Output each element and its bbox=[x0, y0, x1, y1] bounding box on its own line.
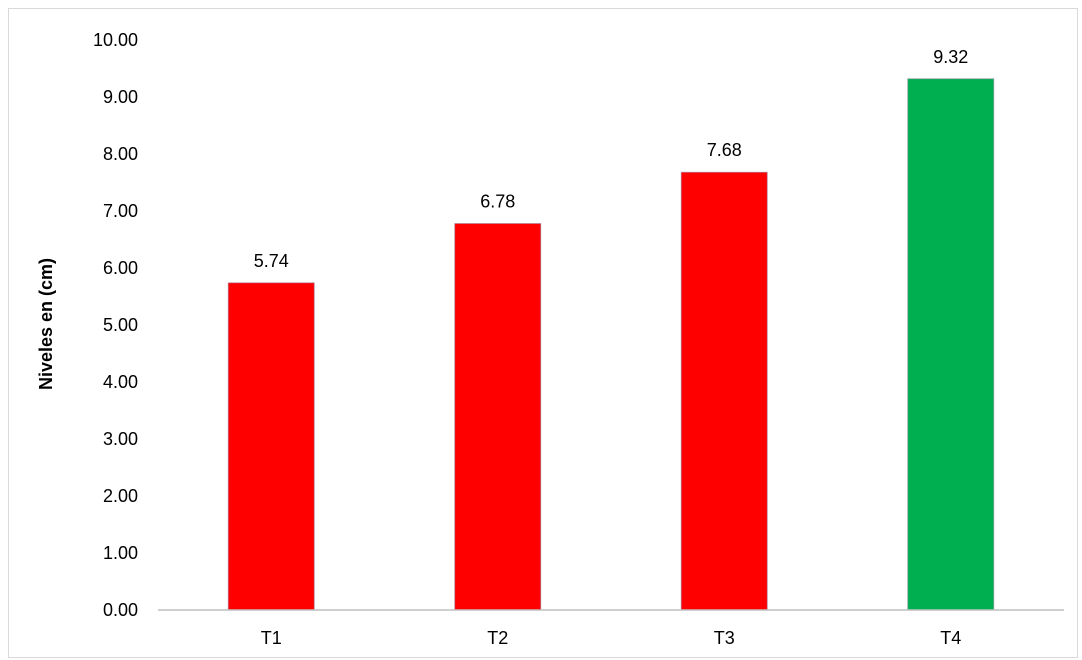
bar-t2 bbox=[454, 223, 542, 611]
y-tick-label: 9.00 bbox=[103, 87, 138, 107]
x-tick-label: T1 bbox=[261, 628, 282, 648]
bars bbox=[227, 78, 995, 611]
y-tick-label: 10.00 bbox=[93, 30, 138, 50]
data-label: 5.74 bbox=[254, 251, 289, 271]
x-tick-label: T3 bbox=[714, 628, 735, 648]
data-label: 9.32 bbox=[933, 47, 968, 67]
x-tick-label: T2 bbox=[487, 628, 508, 648]
y-axis-label: Niveles en (cm) bbox=[36, 258, 56, 390]
bar-t3 bbox=[680, 171, 768, 611]
chart-frame bbox=[8, 8, 1078, 658]
y-tick-label: 7.00 bbox=[103, 201, 138, 221]
bar-t4 bbox=[907, 78, 995, 611]
x-axis-ticks: T1 T2 T3 T4 bbox=[261, 628, 962, 648]
bar-t1 bbox=[227, 282, 315, 611]
y-tick-label: 5.00 bbox=[103, 315, 138, 335]
y-tick-label: 2.00 bbox=[103, 486, 138, 506]
y-axis-ticks: 0.00 1.00 2.00 3.00 4.00 5.00 6.00 7.00 8.00 9.00… bbox=[93, 30, 138, 620]
data-label: 7.68 bbox=[707, 140, 742, 160]
y-tick-label: 4.00 bbox=[103, 372, 138, 392]
y-tick-label: 8.00 bbox=[103, 144, 138, 164]
y-tick-label: 1.00 bbox=[103, 543, 138, 563]
y-tick-label: 6.00 bbox=[103, 258, 138, 278]
y-tick-label: 3.00 bbox=[103, 429, 138, 449]
data-labels: 5.74 6.78 7.68 9.32 bbox=[254, 47, 969, 271]
x-tick-label: T4 bbox=[940, 628, 961, 648]
data-label: 6.78 bbox=[480, 192, 515, 212]
y-tick-label: 0.00 bbox=[103, 600, 138, 620]
